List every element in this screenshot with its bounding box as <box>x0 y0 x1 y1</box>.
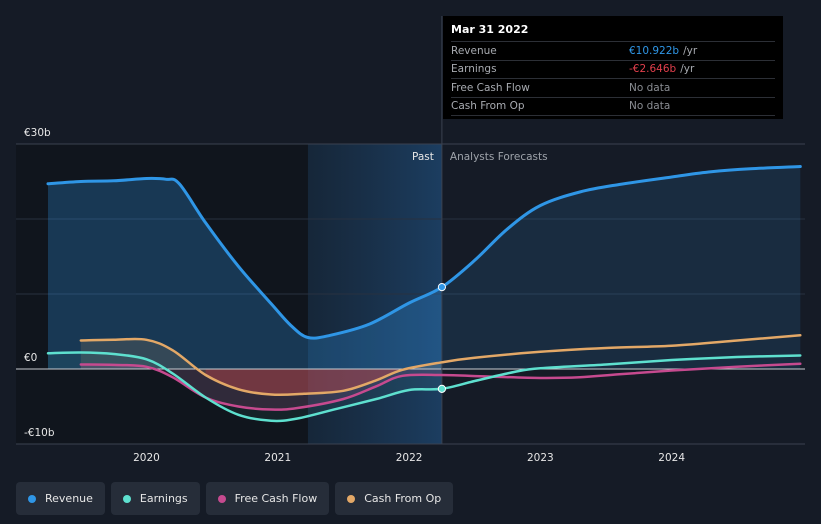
legend-dot-icon <box>217 494 226 503</box>
legend-label: Earnings <box>139 492 188 505</box>
tooltip: Mar 31 2022 Revenue €10.922b /yr Earning… <box>443 16 783 119</box>
tooltip-unit: /yr <box>680 63 695 76</box>
legend: Revenue Earnings Free Cash Flow Cash Fro… <box>16 482 454 515</box>
legend-dot-icon <box>28 494 36 503</box>
y-tick-label: €30b <box>24 127 51 139</box>
x-tick-label: 2020 <box>133 452 160 464</box>
tooltip-value: -€2.646b <box>629 63 677 76</box>
tooltip-row-earnings: Earnings -€2.646b /yr <box>451 59 775 79</box>
x-tick-label: 2023 <box>527 452 554 464</box>
revenue-area-past <box>48 178 442 369</box>
tooltip-date: Mar 31 2022 <box>451 23 529 36</box>
legend-item-earnings[interactable]: Earnings <box>110 482 200 515</box>
free-cash-flow-line <box>79 362 802 411</box>
x-tick-label: 2021 <box>264 452 291 464</box>
legend-dot-icon <box>347 494 356 503</box>
tooltip-label: Revenue <box>451 44 497 57</box>
earnings-line <box>46 351 802 423</box>
tooltip-row-free-cash-flow: Free Cash Flow No data <box>451 78 775 97</box>
tooltip-row-cash-from-op: Cash From Op No data <box>451 96 775 116</box>
y-tick-label: -€10b <box>24 427 55 439</box>
cash-from-op-line <box>79 334 802 397</box>
tooltip-label: Free Cash Flow <box>451 81 530 94</box>
tooltip-label: Earnings <box>451 63 497 76</box>
tooltip-value: No data <box>629 81 671 94</box>
x-tick-label: 2022 <box>396 452 423 464</box>
earnings-area <box>48 352 442 421</box>
forecast-label: Analysts Forecasts <box>450 151 548 163</box>
revenue-marker <box>437 283 446 292</box>
tooltip-unit: /yr <box>683 44 698 57</box>
legend-label: Cash From Op <box>364 492 442 505</box>
earnings-marker <box>437 384 446 393</box>
tooltip-row-revenue: Revenue €10.922b /yr <box>451 41 775 60</box>
revenue-area <box>48 166 801 369</box>
tooltip-label: Cash From Op <box>451 100 525 113</box>
legend-item-revenue[interactable]: Revenue <box>16 482 105 515</box>
legend-dot-icon <box>122 494 131 503</box>
legend-label: Free Cash Flow <box>234 492 318 505</box>
tooltip-value: No data <box>629 100 671 113</box>
legend-item-cash-from-op[interactable]: Cash From Op <box>335 482 454 515</box>
x-tick-label: 2024 <box>658 452 685 464</box>
past-label: Past <box>412 151 434 163</box>
tooltip-value: €10.922b <box>629 44 680 57</box>
legend-label: Revenue <box>45 492 93 505</box>
y-tick-label: €0 <box>24 352 37 364</box>
revenue-line <box>46 165 802 340</box>
cash-from-op-area <box>80 338 442 395</box>
legend-item-free-cash-flow[interactable]: Free Cash Flow <box>205 482 330 515</box>
